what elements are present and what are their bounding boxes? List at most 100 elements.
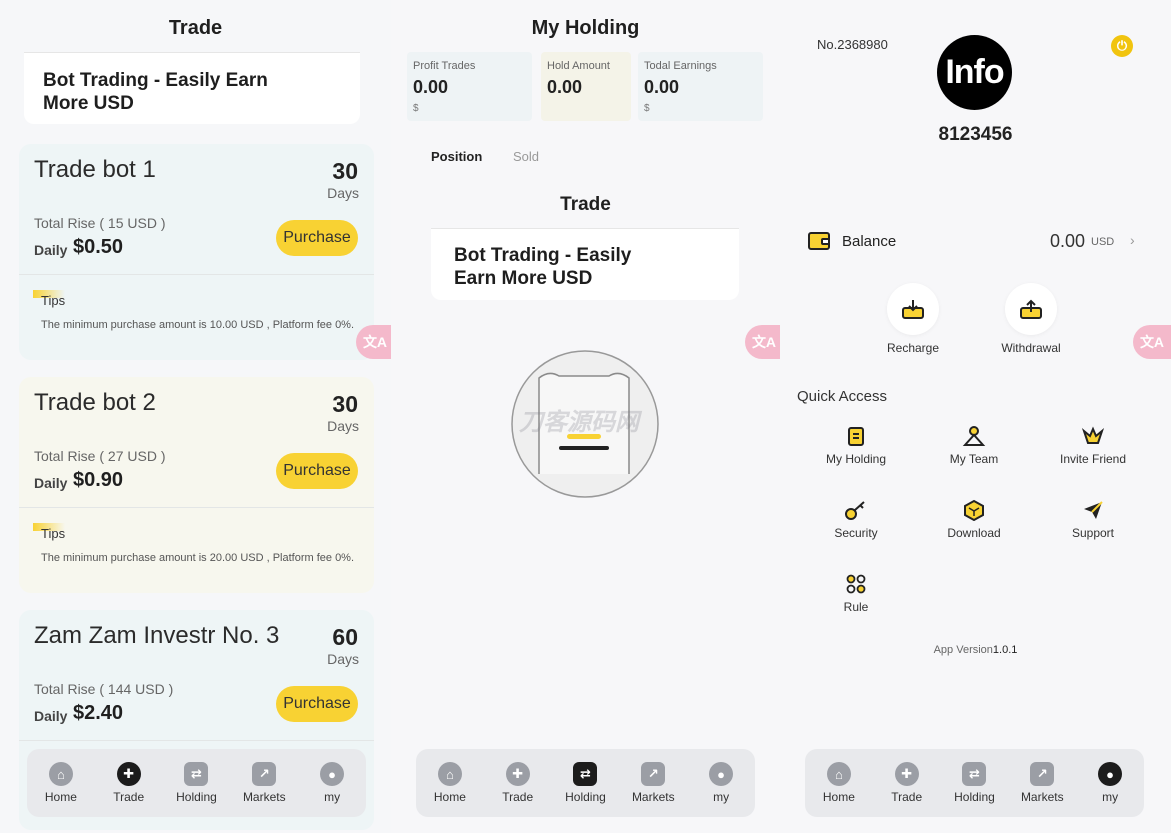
item-label: Invite Friend — [1059, 452, 1127, 466]
total-rise: Total Rise ( 144 USD ) — [34, 681, 174, 697]
rule-item[interactable]: Rule — [801, 571, 911, 614]
avatar[interactable]: Info — [937, 35, 1012, 110]
tab-position[interactable]: Position — [431, 149, 483, 164]
withdrawal-button[interactable] — [1005, 283, 1057, 335]
tab-label: Home — [433, 790, 466, 804]
tab-holding[interactable]: ⇄ Holding — [555, 762, 615, 804]
purchase-button[interactable]: Purchase — [276, 220, 358, 256]
tips-label: Tips — [41, 526, 66, 541]
tab-home[interactable]: ⌂ Home — [31, 762, 91, 804]
intro-text: Bot Trading - Easily Earn More USD — [43, 70, 268, 114]
my-holding-item[interactable]: My Holding — [801, 423, 911, 466]
tab-sold[interactable]: Sold — [513, 149, 540, 164]
crown-icon — [1081, 426, 1105, 444]
intro-text: Bot Trading - Easily Earn More USD — [454, 245, 632, 289]
tab-home[interactable]: ⌂ Home — [809, 762, 869, 804]
item-label: My Team — [949, 452, 999, 466]
trade-icon: ✚ — [894, 762, 919, 786]
invite-friend-item[interactable]: Invite Friend — [1038, 423, 1148, 466]
withdrawal-label: Withdrawal — [1001, 341, 1061, 355]
bot-days-label: Days — [327, 651, 359, 667]
purchase-button[interactable]: Purchase — [276, 686, 358, 722]
withdrawal-icon — [1020, 299, 1042, 319]
intro-card: Bot Trading - Easily Earn More USD — [24, 52, 360, 124]
app-version: App Version1.0.1 — [780, 644, 1171, 656]
bot-card-2: Trade bot 2 30 Days Total Rise ( 27 USD … — [19, 377, 374, 593]
divider — [19, 507, 374, 508]
support-item[interactable]: Support — [1038, 497, 1148, 540]
page-title: My Holding — [531, 17, 640, 39]
tab-trade[interactable]: ✚ Trade — [99, 762, 159, 804]
stat-value: 0.00 — [644, 77, 680, 97]
tab-bar: ⌂ Home ✚ Trade ⇄ Holding ↗ Markets ● my — [805, 749, 1144, 817]
exchange-icon: ⇄ — [184, 762, 209, 786]
tips-marker — [33, 523, 65, 531]
translate-icon[interactable]: 文A — [1133, 325, 1171, 359]
tab-holding[interactable]: ⇄ Holding — [944, 762, 1004, 804]
translate-icon[interactable]: 文A — [745, 325, 780, 359]
exchange-icon: ⇄ — [573, 762, 598, 786]
bot-card-1: Trade bot 1 30 Days Total Rise ( 15 USD … — [19, 144, 374, 360]
item-label: Download — [947, 526, 1001, 540]
wallet-icon — [808, 232, 830, 250]
bot-days-label: Days — [327, 418, 359, 434]
item-label: My Holding — [825, 452, 887, 466]
chart-icon: ↗ — [1030, 762, 1055, 786]
power-icon[interactable]: ⏻ — [1111, 35, 1133, 57]
team-icon — [962, 426, 986, 446]
tab-holding[interactable]: ⇄ Holding — [166, 762, 226, 804]
tab-label: Trade — [113, 790, 145, 804]
bot-name: Zam Zam Investr No. 3 — [34, 622, 280, 649]
username: 8123456 — [938, 124, 1013, 145]
quick-access-title: Quick Access — [797, 388, 888, 405]
bot-days: 60 — [332, 624, 358, 650]
tab-label: Holding — [565, 790, 606, 804]
chart-icon: ↗ — [252, 762, 277, 786]
tab-my[interactable]: ● my — [691, 762, 751, 804]
translate-icon[interactable]: 文A — [356, 325, 391, 359]
balance-label: Balance — [842, 233, 897, 250]
stat-value: 0.00 — [547, 77, 583, 97]
total-rise: Total Rise ( 15 USD ) — [34, 215, 166, 231]
tab-markets[interactable]: ↗ Markets — [1012, 762, 1072, 804]
divider — [19, 274, 374, 275]
profile-screen: No.2368980 Info ⏻ 8123456 Balance 0.00 U… — [780, 0, 1171, 833]
tab-trade[interactable]: ✚ Trade — [488, 762, 548, 804]
bot-name: Trade bot 1 — [34, 156, 156, 183]
my-team-item[interactable]: My Team — [919, 423, 1029, 466]
stat-label: Todal Earnings — [644, 60, 717, 72]
recharge-button[interactable] — [887, 283, 939, 335]
user-icon: ● — [709, 762, 734, 786]
tab-trade[interactable]: ✚ Trade — [877, 762, 937, 804]
tab-label: Home — [822, 790, 855, 804]
tab-my[interactable]: ● my — [302, 762, 362, 804]
daily-label: Daily — [34, 242, 68, 258]
tab-label: my — [713, 790, 730, 804]
stat-label: Profit Trades — [413, 60, 476, 72]
tab-markets[interactable]: ↗ Markets — [623, 762, 683, 804]
tab-home[interactable]: ⌂ Home — [420, 762, 480, 804]
user-number: No.2368980 — [817, 37, 888, 52]
tab-label: my — [1102, 790, 1119, 804]
item-label: Support — [1071, 526, 1115, 540]
purchase-button[interactable]: Purchase — [276, 453, 358, 489]
bot-days: 30 — [332, 158, 358, 184]
recharge-icon — [902, 300, 924, 319]
bot-days: 30 — [332, 391, 358, 417]
download-item[interactable]: Download — [919, 497, 1029, 540]
user-icon: ● — [320, 762, 345, 786]
security-item[interactable]: Security — [801, 497, 911, 540]
chevron-right-icon[interactable]: › — [1130, 232, 1135, 248]
watermark: 刀客源码网 — [519, 409, 639, 436]
section-title: Trade — [560, 194, 611, 215]
stat-value: 0.00 — [413, 77, 449, 97]
empty-state-illustration — [511, 350, 659, 498]
tab-my[interactable]: ● my — [1080, 762, 1140, 804]
tab-markets[interactable]: ↗ Markets — [234, 762, 294, 804]
tab-label: Markets — [631, 790, 675, 804]
exchange-icon: ⇄ — [962, 762, 987, 786]
holding-screen: My Holding Profit Trades 0.00 $ Hold Amo… — [391, 0, 780, 833]
daily-value: $0.50 — [73, 236, 124, 258]
trade-screen: Trade Bot Trading - Easily Earn More USD… — [0, 0, 391, 833]
stat-total-earnings: Todal Earnings 0.00 $ — [638, 52, 763, 121]
